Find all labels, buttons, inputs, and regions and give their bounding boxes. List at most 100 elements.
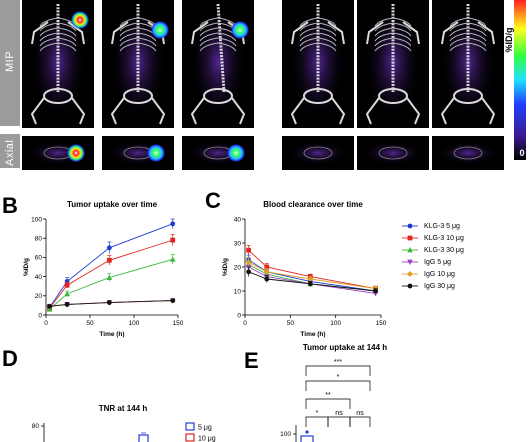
rib: [392, 27, 412, 37]
rib: [317, 27, 337, 37]
data-point: [305, 430, 309, 434]
rib: [467, 17, 487, 27]
legend-label: IgG 5 μg: [424, 258, 451, 266]
rib: [467, 22, 487, 32]
x-tick-label: 150: [173, 320, 184, 327]
hind-limb: [110, 97, 125, 125]
significance-label: **: [325, 392, 331, 399]
data-point: [407, 235, 413, 241]
y-tick-label: 80: [32, 423, 40, 430]
rib: [199, 17, 219, 27]
y-axis-label: %ID/g: [23, 258, 30, 276]
panel-letter-d: D: [2, 346, 18, 371]
hind-limb: [290, 97, 305, 125]
axial-glow: [288, 141, 348, 165]
chart-title: TNR at 144 h: [99, 404, 148, 413]
x-axis-label: Time (h): [300, 331, 325, 338]
series-line: [248, 259, 376, 292]
data-point: [47, 303, 52, 309]
rib: [374, 17, 394, 27]
rib: [119, 22, 139, 32]
hind-limb: [481, 97, 496, 125]
x-tick-label: 100: [330, 320, 341, 327]
data-point: [106, 245, 112, 251]
y-tick-label: 0: [237, 312, 241, 319]
data-point: [407, 247, 413, 253]
tumor-signal: [71, 11, 89, 29]
y-tick-label: 20: [234, 264, 242, 271]
y-axis-label: %ID/g: [222, 258, 229, 276]
series-line: [248, 266, 376, 294]
rib: [299, 42, 319, 52]
rib: [57, 27, 77, 37]
rib: [119, 42, 139, 52]
data-point: [407, 259, 413, 265]
rib: [57, 22, 77, 32]
y-tick-label: 60: [35, 255, 43, 262]
axial-tumor-signal: [67, 144, 85, 162]
significance-label: ns: [356, 410, 364, 417]
panel-letter-b: B: [2, 193, 18, 218]
data-point: [64, 282, 70, 288]
series-line: [49, 239, 173, 309]
rib: [449, 17, 469, 27]
significance-label: *: [337, 374, 340, 381]
fore-limb: [111, 21, 129, 45]
rib: [467, 32, 487, 42]
hind-limb: [30, 97, 45, 125]
rib: [299, 32, 319, 42]
legend-item: IgG 5 μg: [402, 256, 464, 268]
legend-marker: [402, 283, 418, 289]
rib: [374, 42, 394, 52]
rib: [317, 32, 337, 42]
rib: [119, 32, 139, 42]
axial-row-label: [0, 134, 20, 168]
mip-row-label: [0, 0, 20, 126]
bar: [300, 435, 314, 442]
pelvis: [378, 88, 408, 104]
pelvis: [303, 88, 333, 104]
rib: [217, 37, 237, 47]
rib: [467, 42, 487, 52]
rib: [39, 42, 59, 52]
legend-item: IgG 30 μg: [402, 280, 464, 292]
rib: [467, 27, 487, 37]
significance-bracket: [305, 398, 351, 409]
data-point: [373, 288, 378, 294]
rib: [392, 42, 412, 52]
rib: [374, 22, 394, 32]
rib: [374, 32, 394, 42]
rib: [199, 42, 219, 52]
y-tick-label: 100: [280, 431, 291, 438]
rib: [299, 22, 319, 32]
data-point: [170, 221, 176, 227]
hind-limb: [71, 97, 86, 125]
rib: [39, 32, 59, 42]
x-tick-label: 50: [287, 320, 295, 327]
rib: [39, 27, 59, 37]
hind-limb: [331, 97, 346, 125]
pelvis: [123, 88, 153, 104]
series-line: [49, 223, 173, 308]
significance-label: ***: [334, 359, 342, 366]
data-point: [407, 283, 413, 289]
legend-label: 5 μg: [198, 425, 212, 432]
rib: [449, 42, 469, 52]
y-tick-label: 40: [35, 274, 43, 281]
fore-limb: [366, 21, 384, 45]
legend-series: KLG-3 5 μg KLG-3 10 μg KLG-3 30 μg IgG 5 μg…: [402, 220, 464, 292]
chart-title: Tumor uptake over time: [67, 200, 158, 209]
data-point: [245, 259, 252, 266]
legend-marker: [402, 247, 418, 253]
pelvis: [43, 88, 73, 104]
colorbar-min-label: 0: [519, 148, 524, 158]
legend-label: KLG-3 10 μg: [424, 234, 464, 242]
x-tick-label: 150: [376, 320, 387, 327]
y-tick-label: 100: [31, 216, 42, 223]
rib: [39, 17, 59, 27]
rib: [119, 37, 139, 47]
data-point: [246, 269, 252, 275]
rib: [449, 22, 469, 32]
fore-limb: [327, 21, 345, 45]
